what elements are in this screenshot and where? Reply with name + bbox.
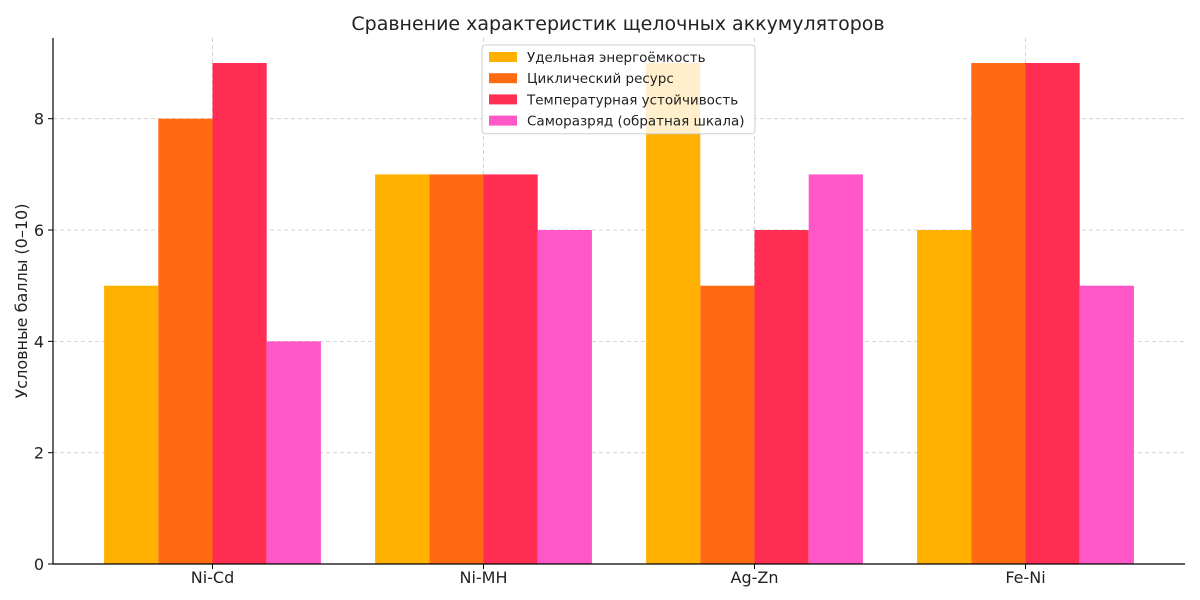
bar-ag-zn-series-1: [646, 63, 701, 564]
bar-fe-ni-series-4: [1079, 285, 1134, 564]
y-tick-label: 6: [34, 221, 44, 240]
legend-box: [481, 44, 756, 135]
bar-fe-ni-series-3: [1025, 63, 1080, 564]
bar-fe-ni-series-1: [917, 230, 972, 564]
legend-label: Саморазряд (обратная шкала): [527, 114, 745, 130]
legend-label: Температурная устойчивость: [526, 92, 738, 108]
x-tick-label: Ag-Zn: [731, 568, 779, 587]
bar-ag-zn-series-3: [754, 230, 809, 564]
bar-ni-mh-series-2: [429, 174, 484, 564]
legend-swatch: [489, 52, 517, 62]
bar-ni-mh-series-3: [483, 174, 538, 564]
y-tick-label: 4: [34, 332, 44, 351]
y-tick-label: 8: [34, 110, 44, 129]
legend-label: Циклический ресурс: [527, 71, 674, 87]
legend-swatch: [489, 73, 517, 84]
bar-ni-cd-series-4: [266, 341, 321, 564]
bars: [104, 63, 1134, 564]
bar-ni-mh-series-1: [375, 174, 430, 564]
bar-ni-cd-series-3: [212, 63, 267, 564]
x-tick-label: Fe-Ni: [1005, 568, 1045, 587]
legend-swatch: [489, 115, 517, 126]
legend-label: Удельная энергоёмкость: [527, 50, 706, 66]
x-tick-label: Ni-Cd: [191, 568, 235, 587]
chart-title: Сравнение характеристик щелочных аккумул…: [351, 13, 884, 35]
legend-swatch: [489, 94, 517, 105]
bar-fe-ni-series-2: [971, 63, 1026, 564]
y-axis-label: Условные баллы (0–10): [12, 204, 31, 399]
bar-ag-zn-series-4: [808, 174, 863, 564]
bar-ni-mh-series-4: [537, 230, 592, 564]
y-tick-label: 0: [34, 555, 44, 574]
legend: Удельная энергоёмкость Циклический ресурс…: [481, 44, 756, 135]
y-tick-label: 2: [34, 444, 44, 463]
bar-ni-cd-series-1: [104, 285, 159, 564]
x-tick-label: Ni-MH: [459, 568, 507, 587]
bar-ag-zn-series-2: [700, 285, 755, 564]
axes: 0 2 4 6 8 Ni-Cd Ni-MH Ag-Zn Fe-Ni: [34, 38, 1185, 587]
bar-ni-cd-series-2: [158, 118, 213, 564]
